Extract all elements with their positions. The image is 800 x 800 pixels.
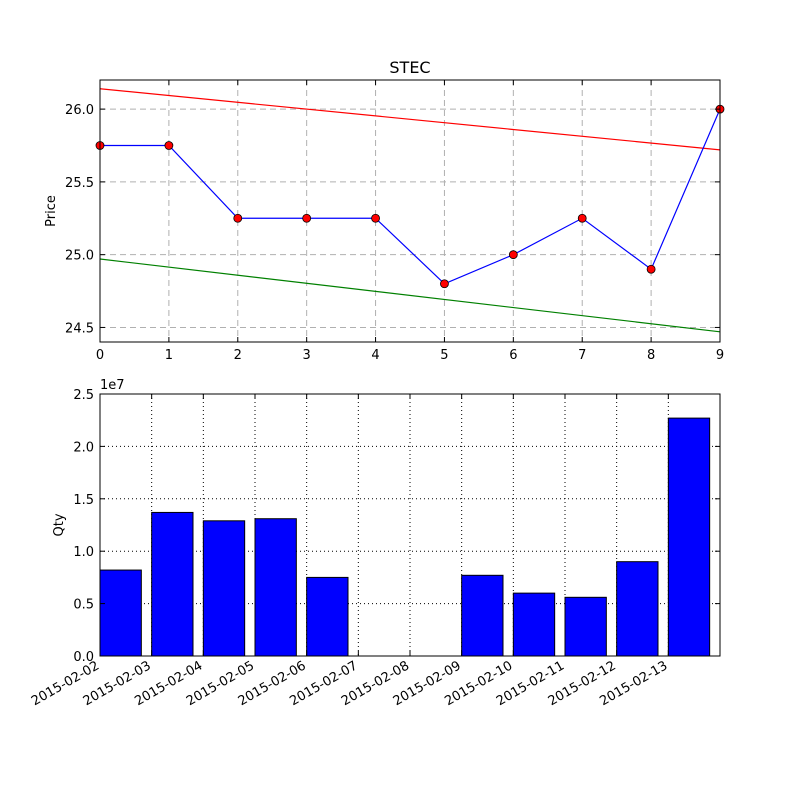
bar — [254, 518, 297, 657]
x-tick-label: 0 — [96, 348, 104, 363]
x-ticks: 0 1 2 3 4 5 6 7 8 9 — [96, 80, 724, 363]
x-tick-label: 7 — [578, 348, 586, 363]
bars — [99, 417, 711, 657]
y-tick-label: 26.0 — [65, 103, 94, 118]
data-point — [164, 141, 174, 150]
y-tick-label: 25.5 — [65, 176, 94, 191]
data-point — [233, 213, 243, 223]
x-tick-label: 9 — [716, 348, 724, 363]
x-ticks: 2015-02-022015-02-032015-02-042015-02-05… — [29, 394, 670, 709]
x-tick-label: 3 — [303, 348, 311, 363]
y-tick-label: 2.5 — [73, 388, 94, 403]
bar — [564, 596, 607, 657]
y-tick-label: 24.5 — [65, 321, 94, 336]
y-tick-label: 1.0 — [73, 545, 94, 560]
bar — [461, 574, 504, 657]
trend-line — [99, 88, 721, 151]
y-axis-label: Qty — [52, 513, 67, 536]
x-tick-label: 2 — [234, 348, 242, 363]
bar — [202, 520, 246, 657]
y-tick-label: 2.0 — [73, 440, 94, 455]
trend-lines — [99, 88, 721, 333]
bar — [151, 511, 194, 657]
y-tick-label: 0.0 — [73, 650, 94, 665]
bar — [667, 417, 711, 657]
x-tick-label: 5 — [440, 348, 448, 363]
y-axis-label: Price — [44, 195, 59, 227]
x-tick-label: 4 — [371, 348, 379, 363]
chart-title: STEC — [389, 58, 430, 77]
quantity-chart: 1e7 Qty 2015-02-022015-02-032015-02-0420… — [29, 378, 721, 709]
y-tick-label: 1.5 — [73, 493, 94, 508]
x-tick-label: 6 — [509, 348, 517, 363]
bar — [99, 569, 142, 657]
bar — [306, 576, 349, 657]
data-point — [302, 213, 312, 223]
plot-frame — [99, 79, 721, 343]
data-point — [371, 213, 380, 223]
price-chart: STEC Price 0 1 2 3 4 5 6 7 8 9 24.5 25.0 25.5 26.0 — [44, 58, 725, 363]
series-line — [100, 108, 721, 285]
x-tick-label: 1 — [165, 348, 173, 363]
y-tick-label: 25.0 — [65, 249, 94, 264]
data-point — [646, 264, 656, 274]
bar — [616, 561, 659, 657]
y-ticks: 0.0 0.5 1.0 1.5 2.0 2.5 — [73, 388, 720, 665]
bar — [512, 592, 556, 657]
price-series — [95, 104, 725, 289]
scale-label: 1e7 — [100, 378, 125, 393]
data-point — [440, 279, 449, 289]
y-ticks: 24.5 25.0 25.5 26.0 — [65, 103, 720, 336]
trend-line — [99, 258, 721, 333]
data-point — [508, 250, 518, 260]
x-tick-label: 8 — [647, 348, 655, 363]
y-tick-label: 0.5 — [73, 598, 94, 613]
data-point — [577, 213, 587, 223]
